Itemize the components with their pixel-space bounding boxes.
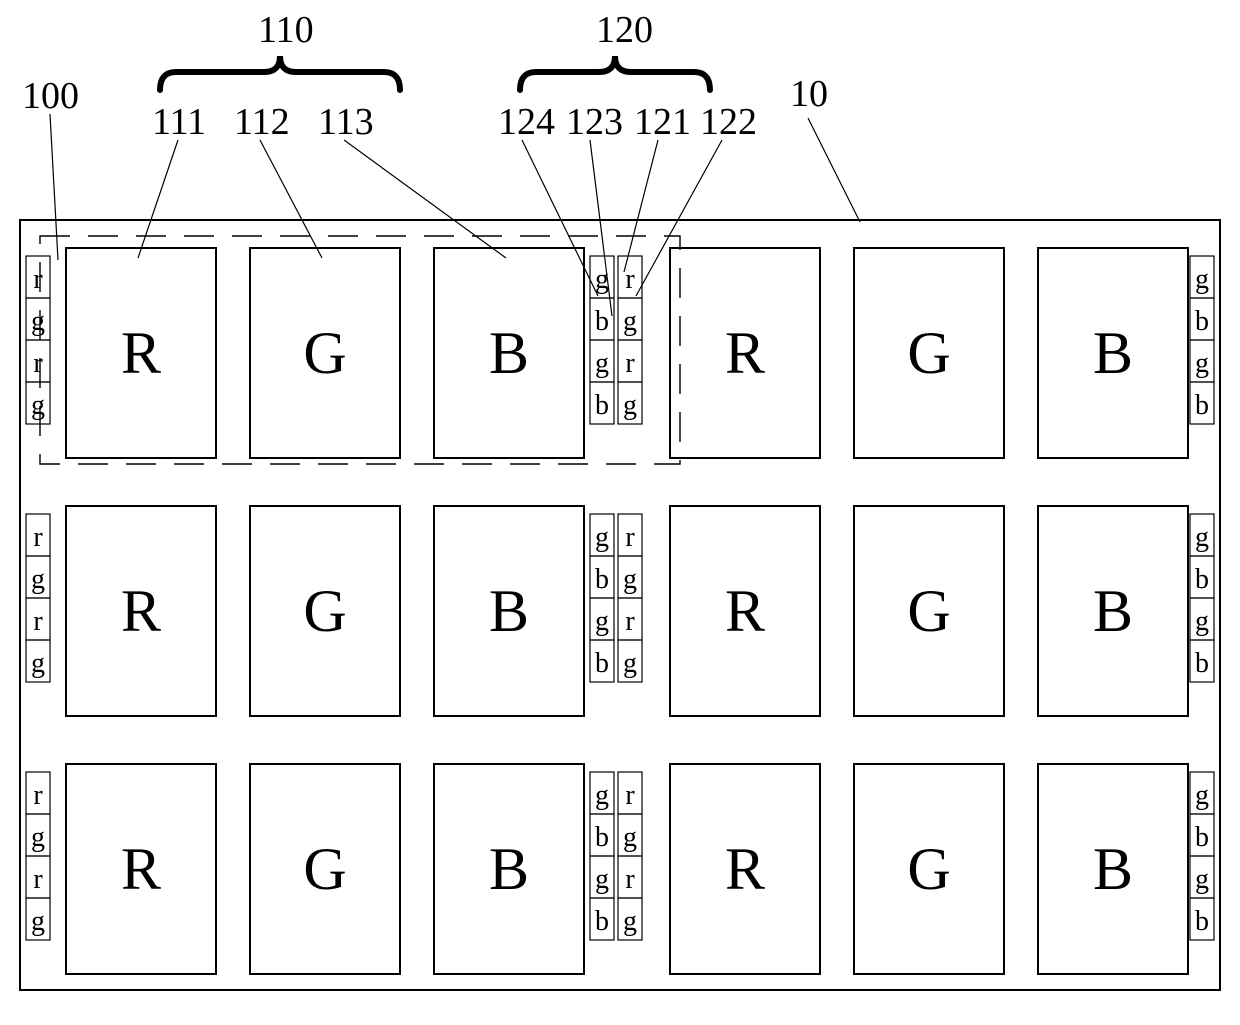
main-pixel-b2-label: B [1093, 320, 1133, 386]
mid-right-subpixel-cell-label: r [625, 780, 635, 811]
mid-left-subpixel-cell-label: g [595, 864, 609, 895]
left-edge-subpixel-cell-label: g [31, 906, 45, 937]
label-l_10: 10 [790, 73, 828, 115]
main-pixel-r2-label: R [725, 320, 765, 386]
left-edge-subpixel-cell-label: g [31, 306, 45, 337]
left-edge-subpixel-cell-label: r [33, 522, 43, 553]
left-edge-subpixel-cell-label: g [31, 390, 45, 421]
mid-right-subpixel-cell-label: g [623, 822, 637, 853]
leader-l_122 [636, 140, 722, 296]
left-edge-subpixel-cell-label: g [31, 822, 45, 853]
main-pixel-b1-label: B [489, 320, 529, 386]
left-edge-subpixel-cell-label: r [33, 780, 43, 811]
left-edge-subpixel-cell-label: r [33, 264, 43, 295]
mid-right-subpixel-cell-label: r [625, 348, 635, 379]
mid-left-subpixel-cell-label: b [595, 390, 609, 421]
brace-110 [160, 56, 400, 90]
mid-left-subpixel-cell-label: b [595, 648, 609, 679]
right-edge-subpixel-cell-label: g [1195, 864, 1209, 895]
main-pixel-r2-label: R [725, 836, 765, 902]
mid-left-subpixel-cell-label: b [595, 306, 609, 337]
leader-l_124 [522, 140, 598, 296]
main-pixel-r1-label: R [121, 578, 161, 644]
left-edge-subpixel-cell-label: g [31, 564, 45, 595]
main-pixel-b2-label: B [1093, 578, 1133, 644]
right-edge-subpixel-cell-label: g [1195, 264, 1209, 295]
right-edge-subpixel-cell-label: g [1195, 780, 1209, 811]
main-pixel-g1-label: G [303, 836, 346, 902]
brace-120 [520, 56, 710, 90]
mid-left-subpixel-cell-label: b [595, 906, 609, 937]
left-edge-subpixel-cell-label: r [33, 606, 43, 637]
diagram-canvas: RGBRGBrgrggbgbrgrggbgbRGBRGBrgrggbgbrgrg… [0, 0, 1240, 1025]
mid-left-subpixel-cell-label: b [595, 822, 609, 853]
right-edge-subpixel-cell-label: b [1195, 648, 1209, 679]
label-l_120: 120 [596, 9, 653, 51]
mid-right-subpixel-cell-label: g [623, 306, 637, 337]
mid-right-subpixel-cell-label: r [625, 606, 635, 637]
label-l_110: 110 [258, 9, 314, 51]
label-l_122: 122 [700, 101, 757, 143]
left-edge-subpixel-cell-label: r [33, 864, 43, 895]
leader-l_10 [808, 118, 860, 222]
mid-left-subpixel-cell-label: g [595, 606, 609, 637]
main-pixel-b2-label: B [1093, 836, 1133, 902]
main-pixel-g2-label: G [907, 836, 950, 902]
right-edge-subpixel-cell-label: g [1195, 348, 1209, 379]
mid-right-subpixel-cell-label: g [623, 390, 637, 421]
mid-right-subpixel-cell-label: r [625, 864, 635, 895]
mid-left-subpixel-cell-label: b [595, 564, 609, 595]
main-pixel-g1-label: G [303, 320, 346, 386]
leader-l_112 [260, 140, 322, 258]
left-edge-subpixel-cell-label: r [33, 348, 43, 379]
leader-l_113 [344, 140, 506, 258]
right-edge-subpixel-cell-label: b [1195, 306, 1209, 337]
leader-l_111 [138, 140, 178, 258]
right-edge-subpixel-cell-label: b [1195, 564, 1209, 595]
main-pixel-r2-label: R [725, 578, 765, 644]
main-pixel-g2-label: G [907, 578, 950, 644]
label-l_111: 111 [152, 101, 206, 143]
main-pixel-g1-label: G [303, 578, 346, 644]
right-edge-subpixel-cell-label: b [1195, 906, 1209, 937]
mid-right-subpixel-cell-label: g [623, 648, 637, 679]
main-pixel-b1-label: B [489, 836, 529, 902]
label-l_124: 124 [498, 101, 555, 143]
right-edge-subpixel-cell-label: g [1195, 606, 1209, 637]
mid-right-subpixel-cell-label: r [625, 264, 635, 295]
main-pixel-r1-label: R [121, 320, 161, 386]
right-edge-subpixel-cell-label: b [1195, 822, 1209, 853]
outer-panel [20, 220, 1220, 990]
leader-l_100 [50, 114, 58, 260]
label-l_121: 121 [634, 101, 691, 143]
left-edge-subpixel-cell-label: g [31, 648, 45, 679]
label-l_100: 100 [22, 75, 79, 117]
mid-left-subpixel-cell-label: g [595, 780, 609, 811]
label-l_123: 123 [566, 101, 623, 143]
main-pixel-b1-label: B [489, 578, 529, 644]
mid-right-subpixel-cell-label: g [623, 906, 637, 937]
leader-l_121 [624, 140, 658, 272]
right-edge-subpixel-cell-label: b [1195, 390, 1209, 421]
mid-left-subpixel-cell-label: g [595, 522, 609, 553]
mid-left-subpixel-cell-label: g [595, 348, 609, 379]
mid-right-subpixel-cell-label: r [625, 522, 635, 553]
label-l_113: 113 [318, 101, 374, 143]
right-edge-subpixel-cell-label: g [1195, 522, 1209, 553]
main-pixel-r1-label: R [121, 836, 161, 902]
label-l_112: 112 [234, 101, 290, 143]
mid-right-subpixel-cell-label: g [623, 564, 637, 595]
main-pixel-g2-label: G [907, 320, 950, 386]
